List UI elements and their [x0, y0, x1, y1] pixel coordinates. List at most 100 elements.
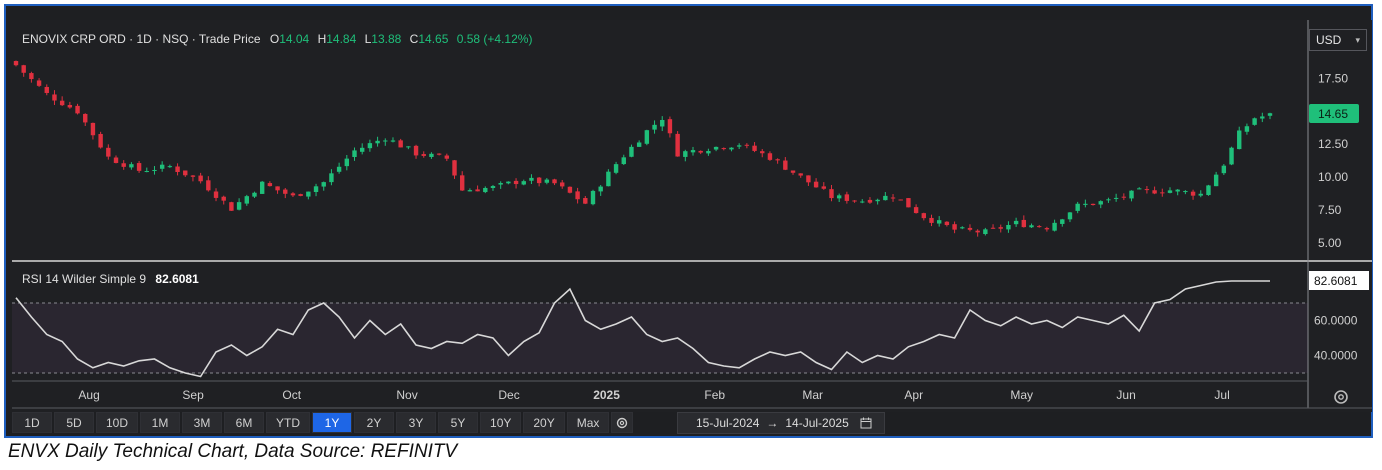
price-tick-label: 10.00	[1318, 170, 1348, 184]
candle-body	[398, 140, 403, 148]
candle-body	[136, 163, 142, 171]
range-toolbar: 1D 5D 10D 1M 3M 6M YTD 1Y 2Y 3Y 5Y 10Y 20Y Max	[12, 412, 634, 434]
date-range-picker[interactable]: 15-Jul-2024 → 14-Jul-2025	[677, 412, 885, 434]
range-button-10y[interactable]: 10Y	[480, 412, 522, 433]
candle-body	[175, 166, 180, 172]
candle-body	[121, 163, 126, 167]
candle-body	[1213, 174, 1219, 187]
axis-settings-gear-icon[interactable]	[1334, 390, 1348, 404]
candle-body	[652, 124, 657, 130]
candle-body	[390, 140, 396, 142]
candle-body	[898, 199, 903, 201]
candle-body	[44, 86, 49, 93]
candle-body	[298, 194, 303, 196]
candle-body	[1252, 118, 1257, 125]
range-button-2y[interactable]: 2Y	[354, 412, 395, 433]
candle-body	[675, 133, 680, 157]
candle-body	[660, 119, 665, 127]
candle-body	[567, 186, 573, 193]
range-button-5d[interactable]: 5D	[54, 412, 94, 433]
candle-body	[1113, 197, 1119, 199]
candle-body	[521, 181, 526, 185]
price-tick-label: 5.00	[1318, 236, 1342, 250]
candle-body	[1144, 189, 1150, 191]
range-button-5y[interactable]: 5Y	[438, 412, 479, 433]
candle-body	[290, 193, 296, 196]
candle-body	[1221, 165, 1227, 174]
candle-body	[36, 80, 42, 86]
candle-body	[1013, 220, 1019, 225]
candle-body	[983, 229, 988, 235]
candle-body	[329, 173, 334, 183]
candle-body	[1083, 203, 1088, 205]
candle-body	[860, 201, 865, 203]
range-button-20y[interactable]: 20Y	[523, 412, 565, 433]
candle-body	[906, 198, 911, 208]
candle-body	[1167, 190, 1173, 193]
technical-chart: 17.50 12.50 10.00 7.50 5.00 Aug Sep Oct Nov Dec 20…	[12, 20, 1372, 409]
candle-body	[106, 147, 111, 157]
candle-body	[52, 94, 57, 101]
candle-body	[183, 170, 188, 176]
candle-body	[283, 189, 288, 194]
range-button-1m[interactable]: 1M	[140, 412, 181, 433]
candle-body	[275, 186, 280, 191]
candle-body	[760, 151, 765, 154]
range-button-6m[interactable]: 6M	[224, 412, 265, 433]
candle-body	[536, 177, 542, 184]
candle-body	[683, 151, 688, 157]
candle-body	[952, 224, 957, 230]
candle-body	[644, 130, 650, 144]
candle-body	[936, 220, 942, 224]
candle-body	[213, 191, 219, 198]
time-tick-label: 2025	[593, 388, 620, 402]
candle-body	[513, 180, 519, 185]
candle-body	[229, 202, 234, 211]
range-button-1y[interactable]: 1Y	[312, 412, 353, 433]
candle-body	[913, 207, 919, 214]
calendar-icon	[860, 417, 872, 429]
range-button-1d[interactable]: 1D	[12, 412, 52, 433]
candle-body	[1198, 193, 1203, 196]
candle-body	[598, 186, 603, 192]
price-tick-label: 7.50	[1318, 203, 1342, 217]
candle-body	[1052, 222, 1057, 231]
candle-body	[806, 175, 811, 183]
candle-body	[698, 150, 703, 153]
candle-body	[321, 182, 326, 187]
candle-body	[436, 153, 442, 155]
range-button-ytd[interactable]: YTD	[266, 412, 311, 433]
candle-body	[621, 157, 626, 165]
price-tick-label: 17.50	[1318, 71, 1348, 85]
candle-body	[383, 140, 388, 142]
candle-body	[821, 186, 826, 189]
candle-body	[552, 179, 557, 184]
range-button-max[interactable]: Max	[566, 412, 610, 433]
candle-body	[744, 144, 750, 146]
candle-body	[990, 227, 996, 229]
candle-body	[259, 181, 265, 194]
range-button-10d[interactable]: 10D	[96, 412, 139, 433]
candle-body	[1121, 196, 1127, 198]
currency-select[interactable]: USD ▾	[1309, 29, 1367, 51]
candle-body	[475, 189, 480, 192]
range-button-3y[interactable]: 3Y	[396, 412, 437, 433]
rsi-band	[12, 303, 1308, 373]
range-button-3m[interactable]: 3M	[182, 412, 223, 433]
candle-body	[498, 183, 503, 185]
candle-body	[67, 105, 73, 108]
candle-body	[1044, 228, 1050, 230]
candle-body	[352, 150, 357, 158]
candle-body	[813, 181, 819, 188]
price-tick-label: 12.50	[1318, 137, 1348, 151]
gear-icon[interactable]	[611, 412, 634, 433]
candle-body	[1175, 189, 1180, 192]
candle-body	[483, 187, 488, 193]
candle-body	[836, 195, 842, 199]
candle-body	[152, 169, 157, 171]
candle-body	[852, 200, 857, 202]
candle-body	[1260, 116, 1265, 119]
candle-body	[267, 183, 273, 187]
candle-body	[1021, 219, 1027, 228]
rsi-line	[15, 280, 1270, 378]
